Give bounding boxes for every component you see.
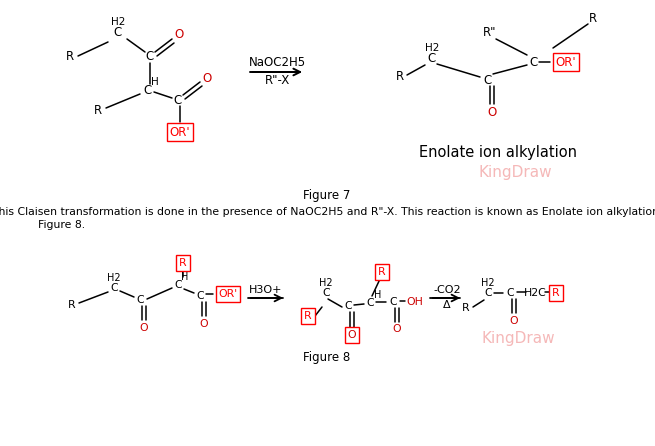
- Text: H3O+: H3O+: [250, 285, 283, 295]
- Text: C: C: [174, 94, 182, 107]
- Text: C: C: [322, 288, 330, 298]
- Text: C: C: [174, 280, 182, 290]
- Text: KingDraw: KingDraw: [481, 330, 555, 346]
- Text: Figure 7: Figure 7: [303, 189, 350, 202]
- Text: R: R: [396, 70, 404, 83]
- Text: R": R": [483, 26, 496, 40]
- Text: H2: H2: [319, 278, 333, 288]
- Text: H: H: [151, 77, 159, 87]
- Text: C: C: [146, 50, 154, 63]
- Text: OH: OH: [407, 297, 423, 307]
- Text: Enolate ion alkylation: Enolate ion alkylation: [419, 145, 577, 160]
- Text: C: C: [114, 26, 122, 40]
- Text: -CO2: -CO2: [433, 285, 461, 295]
- Text: H2: H2: [425, 43, 440, 53]
- Text: R: R: [66, 50, 74, 63]
- Text: O: O: [348, 330, 356, 340]
- Text: C: C: [529, 55, 537, 69]
- Text: R: R: [68, 300, 76, 310]
- Text: O: O: [140, 323, 148, 333]
- Text: C: C: [366, 298, 374, 308]
- Text: O: O: [510, 316, 518, 326]
- Text: OR': OR': [555, 55, 576, 69]
- Text: C: C: [110, 283, 118, 293]
- Text: Figure 8: Figure 8: [303, 351, 350, 364]
- Text: H: H: [374, 290, 382, 300]
- Text: R: R: [589, 12, 597, 25]
- Text: C: C: [484, 74, 492, 87]
- Text: R: R: [304, 311, 312, 321]
- Text: O: O: [393, 324, 402, 334]
- Text: H2: H2: [481, 278, 495, 288]
- Text: H: H: [181, 272, 189, 282]
- Text: R: R: [552, 288, 560, 298]
- Text: C: C: [196, 291, 204, 301]
- Text: R: R: [94, 103, 102, 116]
- Text: H2: H2: [111, 17, 125, 27]
- Text: NaOC2H5: NaOC2H5: [248, 57, 306, 70]
- Text: Δ: Δ: [443, 300, 451, 310]
- Text: This Claisen transformation is done in the presence of NaOC2H5 and R"-X. This re: This Claisen transformation is done in t…: [0, 207, 655, 217]
- Text: C: C: [136, 295, 144, 305]
- Text: C: C: [389, 297, 397, 307]
- Text: OR': OR': [170, 125, 191, 139]
- Text: C: C: [484, 288, 492, 298]
- Text: O: O: [487, 107, 496, 120]
- Text: C: C: [143, 83, 151, 96]
- Text: C: C: [506, 288, 514, 298]
- Text: OR': OR': [218, 289, 238, 299]
- Text: R: R: [378, 267, 386, 277]
- Text: H2C: H2C: [523, 288, 546, 298]
- Text: R: R: [462, 303, 470, 313]
- Text: KingDraw: KingDraw: [478, 165, 552, 179]
- Text: R: R: [179, 258, 187, 268]
- Text: R"-X: R"-X: [265, 74, 290, 87]
- Text: O: O: [174, 29, 183, 41]
- Text: C: C: [344, 301, 352, 311]
- Text: O: O: [348, 330, 356, 340]
- Text: C: C: [428, 51, 436, 65]
- Text: Figure 8.: Figure 8.: [38, 220, 85, 230]
- Text: H2: H2: [107, 273, 121, 283]
- Text: O: O: [200, 319, 208, 329]
- Text: O: O: [202, 73, 212, 86]
